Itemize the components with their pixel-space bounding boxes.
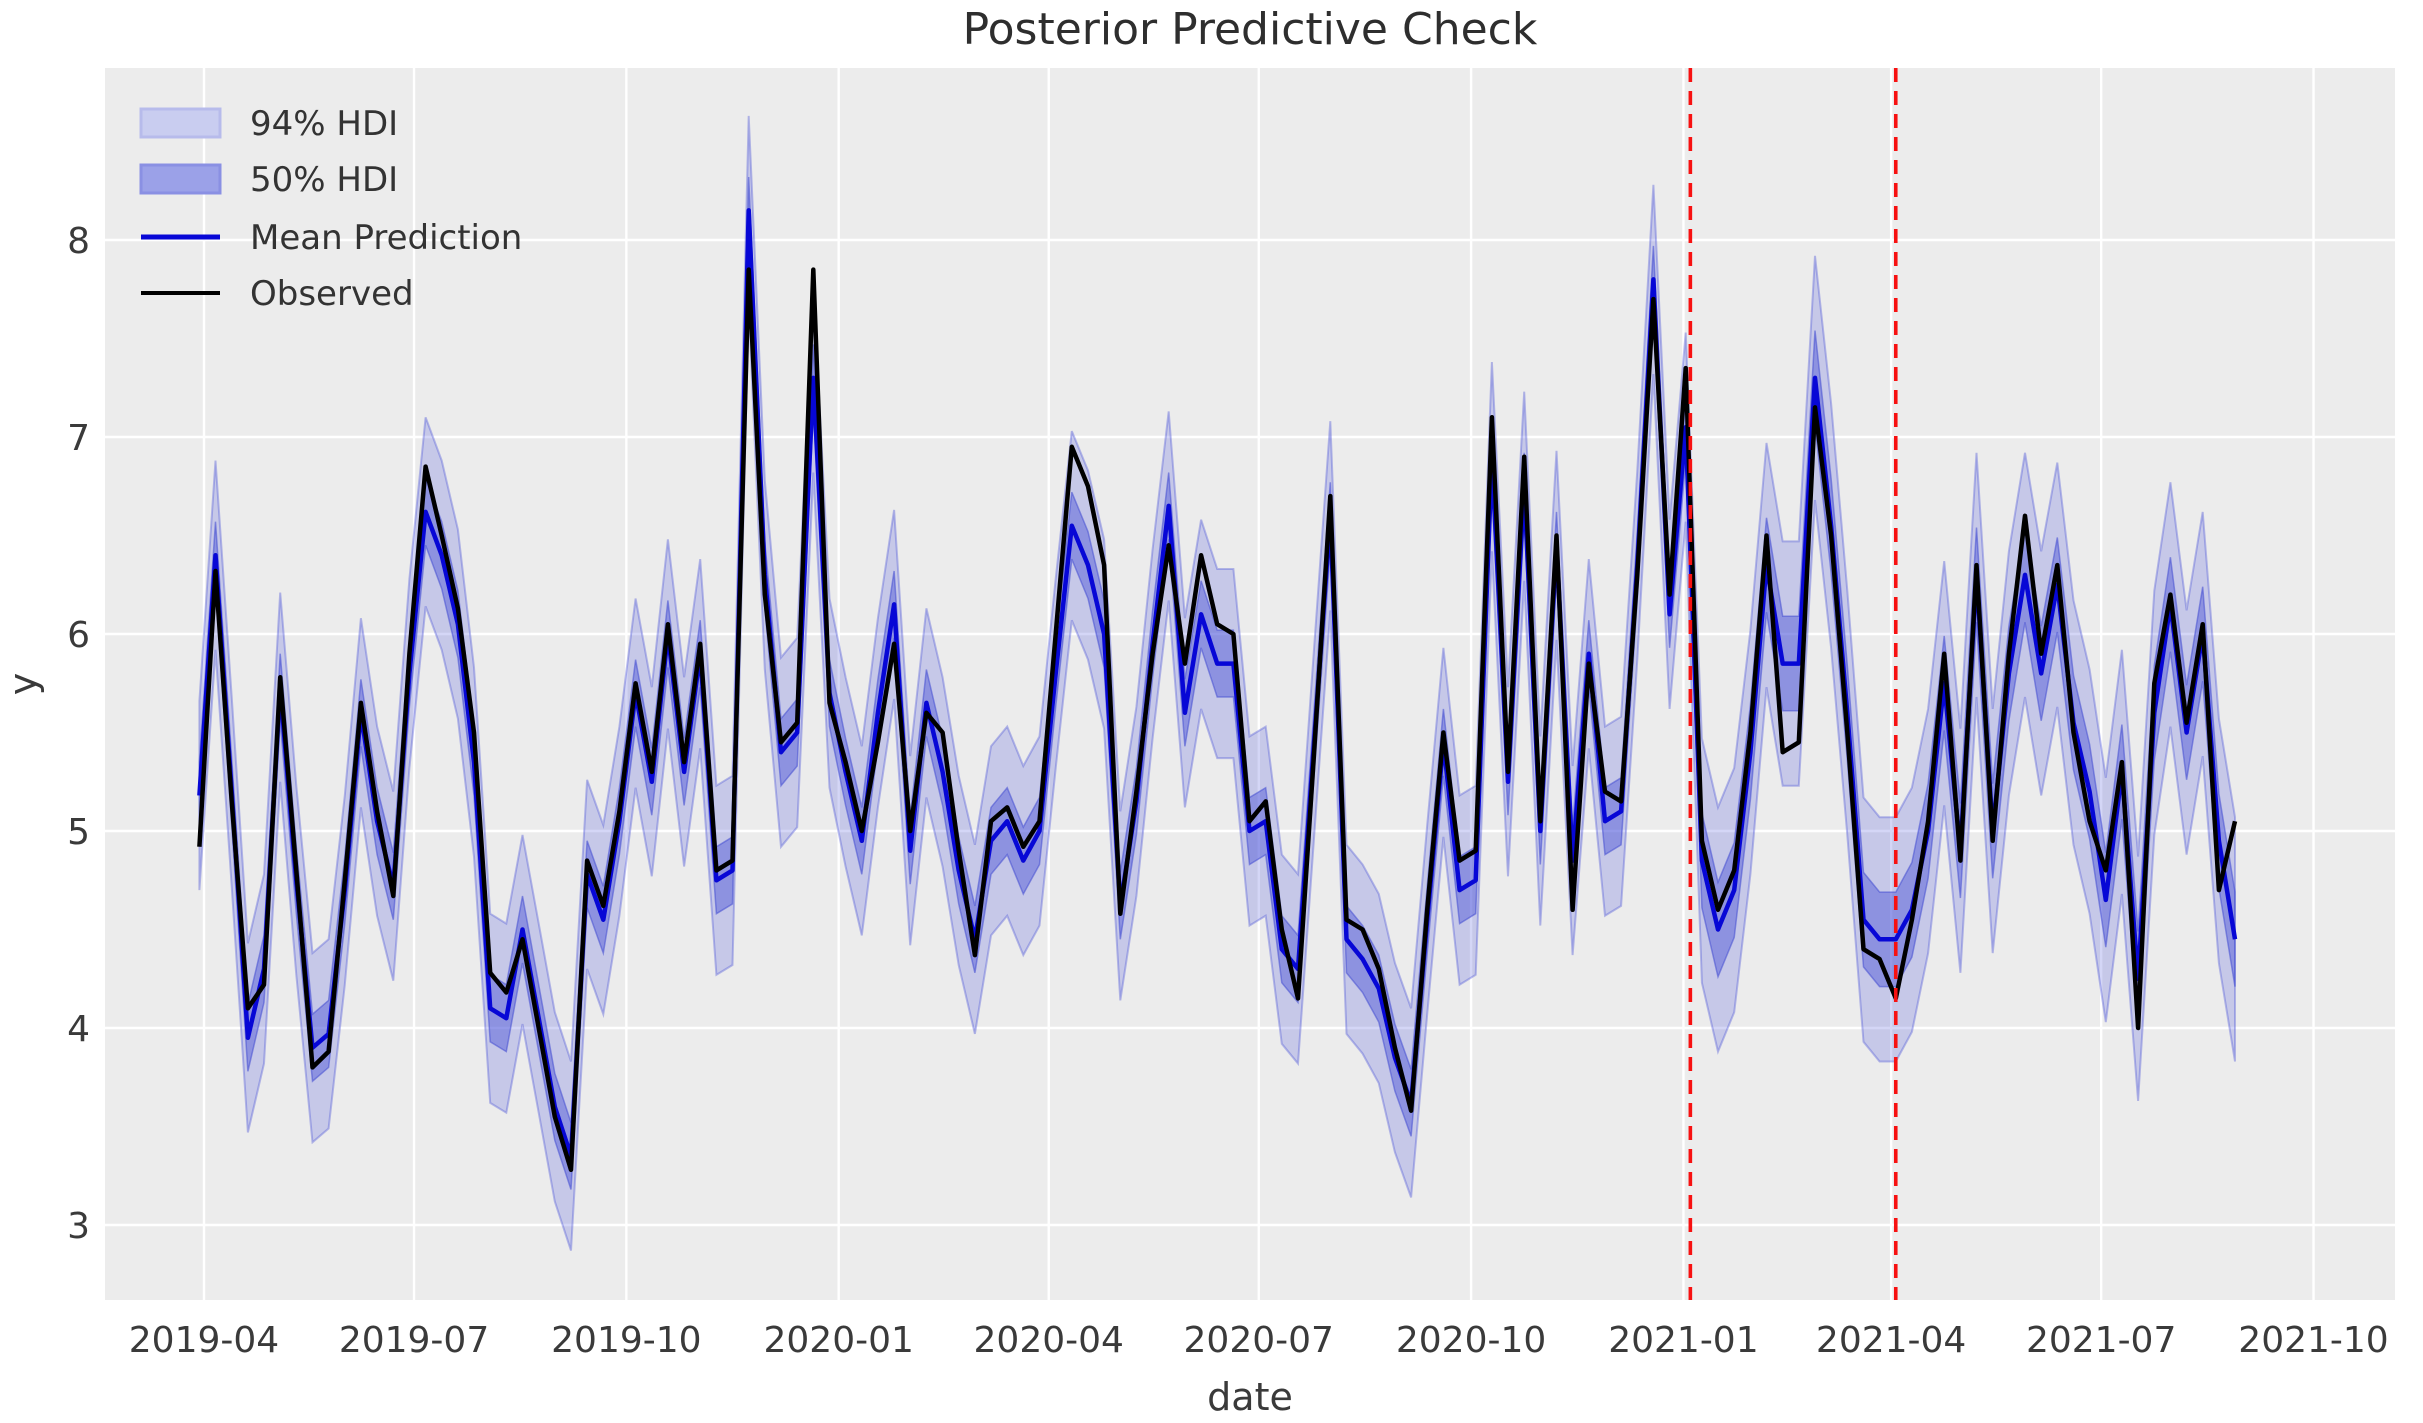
legend-label-observed: Observed (250, 274, 414, 314)
svg-text:2021-10: 2021-10 (2238, 1320, 2388, 1361)
svg-text:2020-01: 2020-01 (763, 1320, 913, 1361)
svg-text:2019-10: 2019-10 (551, 1320, 701, 1361)
svg-text:2020-07: 2020-07 (1184, 1320, 1334, 1361)
hdi-50-band (198, 176, 2236, 1190)
legend-label-50-hdi: 50% HDI (250, 160, 398, 200)
x-axis-tick-labels: 2019-04 2019-07 2019-10 2020-01 2020-04 2020-… (129, 1320, 2389, 1361)
svg-text:7: 7 (67, 418, 90, 459)
x-axis-label: date (1207, 1375, 1293, 1419)
chart-title: Posterior Predictive Check (963, 4, 1538, 55)
svg-text:6: 6 (67, 615, 90, 656)
svg-text:2021-04: 2021-04 (1816, 1320, 1966, 1361)
legend-swatch-94-hdi (139, 107, 222, 139)
svg-text:2020-10: 2020-10 (1396, 1320, 1546, 1361)
svg-text:5: 5 (67, 812, 90, 853)
svg-text:2020-04: 2020-04 (974, 1320, 1124, 1361)
svg-text:2021-01: 2021-01 (1608, 1320, 1758, 1361)
legend-label-mean-prediction: Mean Prediction (250, 218, 522, 258)
legend-swatch-50-hdi (139, 163, 222, 195)
legend: 94% HDI 50% HDI Mean Prediction Observed (139, 104, 522, 314)
svg-text:4: 4 (67, 1009, 90, 1050)
svg-text:3: 3 (67, 1206, 90, 1247)
y-axis-label: y (1, 673, 45, 696)
legend-label-94-hdi: 94% HDI (250, 104, 398, 144)
svg-text:2019-07: 2019-07 (339, 1320, 489, 1361)
svg-text:2021-07: 2021-07 (2026, 1320, 2176, 1361)
plot-area (105, 68, 2395, 1300)
svg-text:8: 8 (67, 221, 90, 262)
hdi-94-band (198, 115, 2236, 1251)
y-axis-tick-labels: 3 4 5 6 7 8 (67, 221, 90, 1247)
svg-text:2019-04: 2019-04 (129, 1320, 279, 1361)
